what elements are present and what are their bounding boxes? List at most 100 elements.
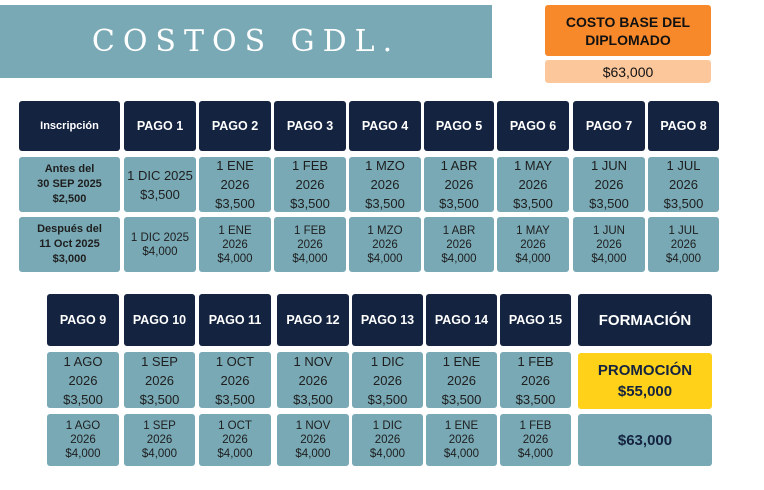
cell-line: 1 FEB [291,158,329,173]
cell-line: $4,000 [217,252,253,265]
payment-cell-before: 1 JUN 2026 $3,500 [573,157,645,212]
header-pago-11: PAGO 11 [199,294,271,346]
payment-cell-after: 1 ENE 2026 $4,000 [199,217,271,272]
header-pago-5: PAGO 5 [424,101,494,151]
cell-line: $3,500 [663,196,704,211]
payment-cell-after: 1 DIC 2025 $4,000 [124,217,196,272]
cell-line: 2026 [220,177,250,192]
cell-line: 1 DIC 2025 [127,167,193,183]
payment-cell-after: 1 MAY 2026 $4,000 [497,217,569,272]
cell-line: 2026 [670,238,697,251]
page-title: COSTOS GDL. [91,24,401,59]
cell-line: 1 ENE [218,224,252,237]
cell-line: $4,000 [591,252,627,265]
cell-line: 1 OCT [218,420,252,432]
cell-line: $4,000 [295,448,331,460]
promo-value: $55,000 [617,383,673,400]
cell-line: 2026 [522,434,549,446]
cell-line: $3,000 [52,253,87,265]
cell-line: 2026 [446,238,472,251]
cell-line: 2026 [374,434,401,446]
cell-line: 2026 [448,434,475,446]
cell-line: $3,500 [513,196,553,211]
payment-cell-before: 1 ABR 2026 $3,500 [424,157,494,212]
payment-cell-before: 1 ENE 2026 $3,500 [426,352,497,408]
promo-box: PROMOCIÓN $55,000 [578,353,712,409]
cell-line: 2026 [521,372,550,388]
header-pago-4: PAGO 4 [349,101,421,151]
cell-line: 1 ENE [442,353,481,369]
cell-line: 2026 [146,434,173,446]
cell-line: 2026 [520,238,546,251]
payment-cell-after: 1 OCT 2026 $4,000 [199,414,271,466]
cell-line: $4,000 [142,245,178,258]
payment-cell-before: 1 FEB 2026 $3,500 [274,157,346,212]
cell-line: 1 JUN [593,224,625,237]
cell-line: Antes del [44,163,95,175]
cell-line: $4,000 [665,252,702,265]
payment-cell-before: 1 JUL 2026 $3,500 [648,157,719,212]
cell-line: 2026 [222,238,248,251]
header-pago-14: PAGO 14 [426,294,497,346]
cell-line: 1 AGO [63,353,103,369]
header-pago-15: PAGO 15 [500,294,571,346]
header-pago-2: PAGO 2 [199,101,271,151]
cell-line: $3,500 [515,391,556,407]
header-pago-12: PAGO 12 [277,294,349,346]
payment-cell-before: 1 MZO 2026 $3,500 [349,157,421,212]
cell-line: $3,500 [293,391,333,407]
cell-line: $4,000 [443,448,480,460]
cell-line: $3,500 [367,391,408,407]
cell-line: 1 NOV [293,353,333,369]
cell-line: 2026 [298,372,328,388]
cell-line: 1 SEP [141,353,178,369]
base-cost-label: COSTO BASE DEL DIPLOMADO [545,5,711,56]
payment-cell-after: 1 JUN 2026 $4,000 [573,217,645,272]
cell-line: 2026 [297,238,323,251]
cell-line: 1 MZO [367,224,403,237]
cell-line: 1 DIC [372,420,403,432]
header-pago-9: PAGO 9 [47,294,119,346]
cell-line: 2026 [594,177,624,192]
cell-line: 2026 [300,434,326,446]
cell-line: $4,000 [217,448,253,460]
cell-line: Después del [37,223,102,235]
cell-line: 1 MZO [365,158,405,173]
cell-line: $3,500 [290,196,330,211]
cell-line: 1 MAY [516,224,550,237]
payment-cell-after: 1 MZO 2026 $4,000 [349,217,421,272]
payment-cell-before: 1 OCT 2026 $3,500 [199,352,271,408]
cell-line: 2026 [447,372,476,388]
cell-line: 2026 [518,177,548,192]
cell-line: $4,000 [441,252,477,265]
header-pago-8: PAGO 8 [648,101,719,151]
header-pago-1: PAGO 1 [124,101,196,151]
cell-line: $3,500 [215,196,255,211]
cell-line: 2026 [372,238,398,251]
title-banner [0,5,492,78]
cell-line: 1 ABR [440,158,478,173]
payment-cell-after: 1 ABR 2026 $4,000 [424,217,494,272]
cell-line: 1 DIC [370,353,405,369]
inscripcion-after: Después del 11 Oct 2025 $3,000 [19,217,120,272]
cell-line: 1 OCT [215,353,255,369]
cell-line: 2026 [70,434,96,446]
payment-cell-before: 1 SEP 2026 $3,500 [124,352,195,408]
cell-line: 1 FEB [294,224,326,237]
cell-line: 1 JUN [590,158,628,173]
cell-line: 1 ENE [216,158,254,173]
cell-line: 2026 [220,372,250,388]
cell-line: 1 MAY [513,158,553,173]
cell-line: 1 AGO [65,420,101,432]
cell-line: 2026 [370,177,400,192]
payment-cell-after: 1 ENE 2026 $4,000 [426,414,497,466]
cell-line: 1 SEP [143,420,176,432]
header-pago-10: PAGO 10 [124,294,195,346]
cell-line: 1 ABR [442,224,476,237]
cell-line: 1 NOV [295,420,331,432]
cell-line: 30 SEP 2025 [37,178,102,190]
cell-line: $4,000 [517,448,554,460]
payment-cell-after: 1 AGO 2026 $4,000 [47,414,119,466]
cell-line: 1 DIC 2025 [130,231,190,244]
cell-line: 2026 [444,177,474,192]
